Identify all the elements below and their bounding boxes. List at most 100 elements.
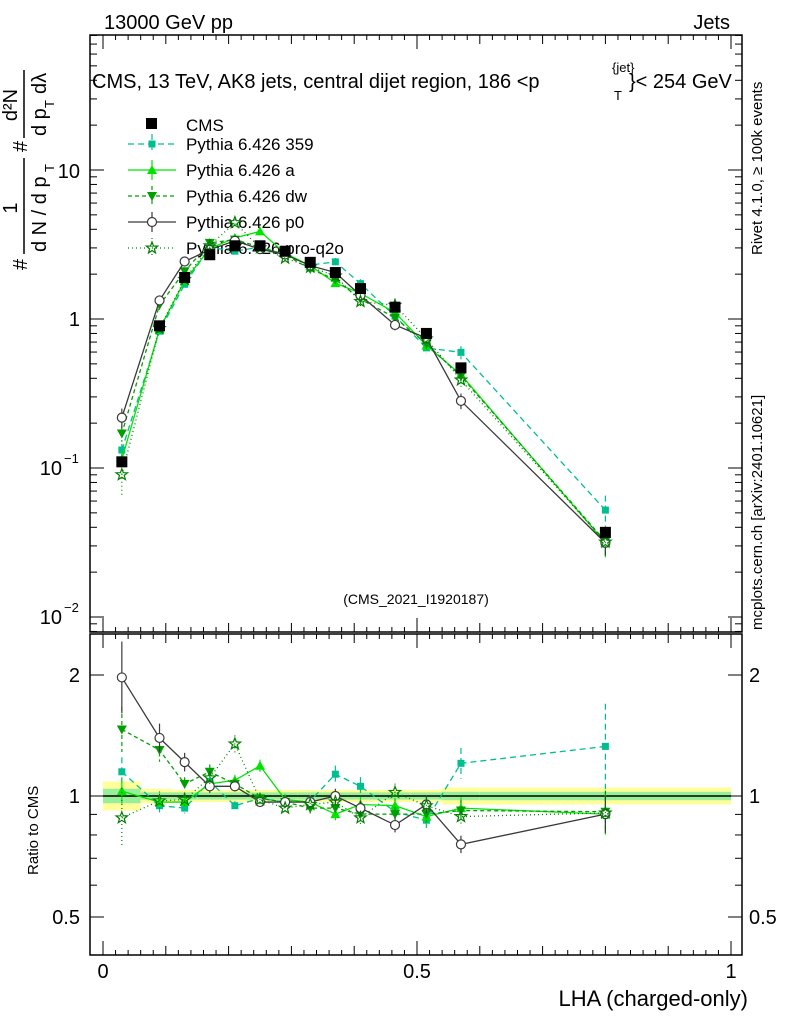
main-ytick-1: 1 — [69, 309, 80, 331]
data-point-main — [116, 429, 127, 439]
series-line-ratio — [121, 742, 606, 819]
data-point-ratio — [421, 810, 432, 820]
data-point-main — [598, 534, 613, 549]
title-p: p — [528, 71, 539, 93]
data-point-ratio — [390, 800, 401, 810]
ratio-ytick-left-2: 2 — [69, 665, 80, 687]
cms-data-point — [229, 240, 241, 252]
ylabel-den: d N / d p — [29, 176, 51, 252]
title-end: }< 254 GeV — [629, 71, 733, 93]
cms-data-point — [179, 271, 191, 283]
data-point-ratio — [328, 794, 343, 809]
data-point-ratio — [302, 796, 318, 811]
legend-marker-cms — [146, 118, 157, 129]
series-layer — [114, 214, 613, 854]
legend-label-p359: Pythia 6.426 359 — [186, 135, 314, 154]
data-point-ratio — [118, 768, 126, 776]
ylabel-hash2: # — [10, 140, 32, 152]
series-pp0 — [116, 235, 611, 854]
data-point-ratio — [179, 779, 190, 789]
xtick-0: 0 — [97, 961, 108, 983]
data-point-ratio — [330, 809, 341, 819]
data-point-ratio — [181, 804, 189, 812]
data-point-ratio — [227, 736, 243, 751]
legend-marker-pdw — [147, 192, 157, 201]
legend-marker-p359 — [148, 140, 156, 148]
series-pdw — [116, 235, 611, 833]
data-point-main — [390, 313, 401, 323]
data-point-main — [118, 446, 126, 454]
data-point-ratio — [204, 781, 215, 792]
ratio-ytick-left-05: 0.5 — [52, 907, 80, 929]
data-point-main — [453, 372, 469, 387]
rivet-label: Rivet 4.1.0, ≥ 100k events — [749, 82, 766, 255]
axes-frame — [89, 34, 743, 956]
series-line-main — [121, 230, 606, 544]
ratio-ytick-right-05: 0.5 — [749, 907, 777, 929]
data-point-ratio — [353, 810, 368, 824]
data-point-ratio — [356, 782, 364, 790]
data-point-ratio — [114, 810, 130, 825]
data-point-ratio — [277, 800, 293, 815]
legend-label-cms: CMS — [186, 116, 224, 135]
series-line-ratio — [121, 677, 606, 846]
data-point-ratio — [177, 791, 192, 806]
data-point-ratio — [419, 797, 434, 812]
series-line-ratio — [121, 728, 606, 815]
data-point-ratio — [453, 808, 469, 823]
cms-data-point — [420, 327, 432, 339]
cms-data-point — [279, 245, 291, 257]
cms-data-point — [455, 362, 467, 374]
series-cms — [116, 240, 611, 538]
y-axis-label-main: # 1 d N / d p T # d²N d p T dλ — [0, 70, 57, 270]
cms-data-point — [154, 320, 166, 332]
data-point-main — [114, 466, 130, 481]
title-sup: {jet} — [612, 60, 635, 75]
data-point-main — [601, 506, 609, 514]
data-point-ratio — [231, 802, 239, 810]
main-ytick-1e-2-exp: −2 — [64, 600, 79, 615]
data-point-main — [353, 293, 368, 308]
data-point-main — [455, 395, 467, 407]
y-axis-label-ratio: Ratio to CMS — [25, 786, 42, 875]
series-line-main — [121, 238, 606, 542]
data-point-main — [389, 319, 401, 331]
cms-data-point — [329, 267, 341, 279]
data-point-ratio — [116, 725, 127, 735]
header-right: Jets — [693, 12, 730, 34]
cms-data-point — [304, 256, 316, 268]
cms-data-point — [204, 249, 216, 261]
data-point-ratio — [255, 760, 265, 770]
title-main: CMS, 13 TeV, AK8 jets, central dijet reg… — [92, 71, 528, 93]
legend-marker-pa — [147, 165, 157, 174]
cms-data-point — [116, 456, 128, 468]
data-point-main — [331, 258, 339, 266]
xtick-1: 1 — [725, 961, 736, 983]
uncertainty-bands — [103, 781, 731, 811]
data-point-ratio — [390, 810, 401, 820]
data-point-ratio — [202, 770, 218, 785]
xtick-05: 0.5 — [403, 961, 431, 983]
data-point-ratio — [116, 672, 127, 683]
data-point-ratio — [229, 781, 240, 792]
series-pa — [116, 226, 611, 835]
main-ytick-1e-1: 10 — [40, 458, 62, 480]
ylabel-one: 1 — [0, 202, 22, 213]
header-left: 13000 GeV pp — [104, 12, 233, 34]
data-point-ratio — [598, 805, 613, 820]
legend-label-pa: Pythia 6.426 a — [186, 161, 295, 180]
ylabel-dpt: d p — [29, 108, 51, 136]
data-point-ratio — [601, 742, 609, 750]
cms-data-point — [389, 301, 401, 313]
data-point-main — [202, 237, 218, 252]
ratio-frame — [89, 633, 743, 956]
xtick-labels: 0 0.5 1 — [97, 961, 736, 983]
cms-data-point — [599, 526, 611, 538]
series-p359 — [118, 243, 609, 828]
legend-label-pdw: Pythia 6.426 dw — [186, 187, 308, 206]
main-ytick-1e-1-exp: −1 — [64, 451, 79, 466]
data-point-ratio — [116, 786, 127, 796]
x-axis-label: LHA (charged-only) — [558, 986, 748, 1011]
data-point-ratio — [455, 839, 467, 850]
